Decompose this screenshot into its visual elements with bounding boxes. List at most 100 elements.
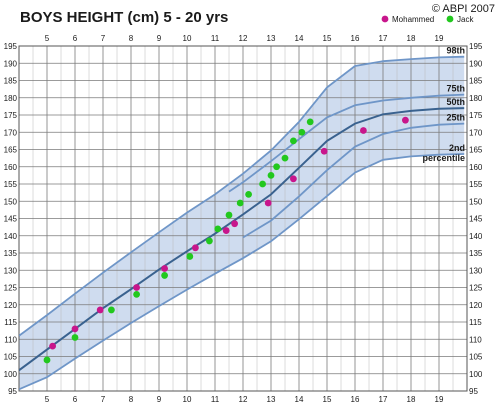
data-point-jack [206,237,213,245]
x-tick-label-top: 16 [351,34,360,43]
percentile-label: 75th [446,84,465,94]
y-tick-label-left: 185 [4,77,18,86]
data-point-jack [43,356,51,364]
chart-title: BOYS HEIGHT (cm) 5 - 20 yrs [20,9,228,26]
percentile-label: 98th [446,46,465,56]
data-point-jack [225,211,233,219]
x-tick-label-bottom: 11 [211,395,220,404]
percentile-curve-2nd [19,153,465,391]
y-tick-label-left: 195 [4,42,18,51]
x-tick-label-top: 11 [211,34,220,43]
x-tick-label-top: 19 [435,34,444,43]
data-point-jack [306,118,314,126]
y-tick-label-right: 120 [469,301,483,310]
x-tick-label-top: 5 [45,34,50,43]
x-tick-label-bottom: 5 [45,395,50,404]
x-tick-label-top: 8 [129,34,134,43]
y-tick-label-left: 155 [4,180,18,189]
data-point-jack [186,253,194,260]
x-tick-label-bottom: 18 [407,395,416,404]
percentile-curve-75th [228,93,465,193]
x-tick-label-bottom: 7 [101,395,106,404]
y-tick-label-right: 110 [469,335,482,344]
legend-label-jack: Jack [457,15,474,24]
y-tick-label-right: 190 [469,59,483,68]
y-tick-label-left: 160 [4,163,18,172]
plot-border [18,45,468,392]
y-tick-label-left: 135 [4,249,18,258]
data-point-jack [267,171,275,179]
x-tick-label-top: 13 [267,34,276,43]
y-tick-label-right: 185 [469,77,483,86]
y-tick-label-left: 170 [4,128,18,137]
y-tick-label-left: 125 [4,284,18,293]
data-point-mohammed [360,127,367,134]
y-tick-label-right: 165 [469,146,483,155]
y-tick-label-right: 105 [469,353,483,362]
data-point-jack [108,306,115,314]
x-tick-label-bottom: 19 [435,395,444,404]
x-tick-label-bottom: 14 [295,395,304,404]
data-point-mohammed [222,227,230,234]
y-tick-label-left: 190 [4,59,18,68]
percentile-curve-50th [19,107,465,372]
data-point-mohammed [133,284,141,291]
y-tick-label-left: 175 [4,111,18,120]
x-tick-label-top: 18 [407,34,416,43]
data-point-jack [71,334,79,341]
data-point-jack [133,291,141,298]
x-tick-label-bottom: 17 [379,395,388,404]
x-tick-label-bottom: 15 [323,395,332,404]
series-mohammed [49,116,409,350]
data-point-mohammed [402,116,409,124]
percentile-curve-25th [242,122,465,239]
data-point-mohammed [49,342,56,350]
legend-label-mohammed: Mohammed [392,15,434,24]
data-point-mohammed [71,325,79,333]
y-tick-label-left: 180 [4,94,18,103]
data-point-jack [214,225,222,233]
y-tick-label-right: 135 [469,249,483,258]
x-tick-label-top: 14 [295,34,304,43]
y-tick-label-right: 140 [469,232,483,241]
y-tick-label-left: 145 [4,215,18,224]
percentile-band [19,56,465,390]
grid [18,45,468,392]
x-tick-label-bottom: 6 [73,395,78,404]
x-tick-label-top: 6 [73,34,78,43]
y-tick-label-right: 180 [469,94,483,103]
x-tick-label-bottom: 12 [239,395,248,404]
legend-marker-jack [446,15,454,23]
data-point-mohammed [320,147,328,155]
x-tick-label-bottom: 8 [129,395,134,404]
y-tick-label-right: 150 [469,197,483,206]
y-tick-label-left: 140 [4,232,18,241]
data-point-jack [290,137,297,145]
y-tick-label-left: 105 [4,353,18,362]
x-tick-label-bottom: 10 [183,395,192,404]
y-tick-label-right: 175 [469,111,483,120]
percentile-curve-98th [19,55,465,337]
x-tick-label-top: 7 [101,34,106,43]
y-tick-label-right: 160 [469,163,483,172]
data-point-mohammed [161,265,169,272]
y-tick-label-right: 170 [469,128,483,137]
y-tick-label-left: 130 [4,266,18,275]
data-point-jack [273,163,280,171]
y-tick-label-left: 120 [4,301,18,310]
y-tick-label-left: 100 [4,370,18,379]
data-point-mohammed [264,199,272,207]
series-jack [43,118,314,364]
percentile-label: 50th [446,97,465,107]
y-tick-label-right: 115 [469,318,482,327]
data-point-jack [245,190,253,198]
legend-marker-mohammed [381,15,389,23]
data-point-mohammed [290,175,297,183]
y-tick-label-right: 125 [469,284,483,293]
data-point-mohammed [231,220,239,228]
data-point-mohammed [96,306,104,314]
y-tick-label-right: 130 [469,266,483,275]
x-tick-label-top: 9 [157,34,162,43]
y-tick-label-right: 100 [469,370,483,379]
